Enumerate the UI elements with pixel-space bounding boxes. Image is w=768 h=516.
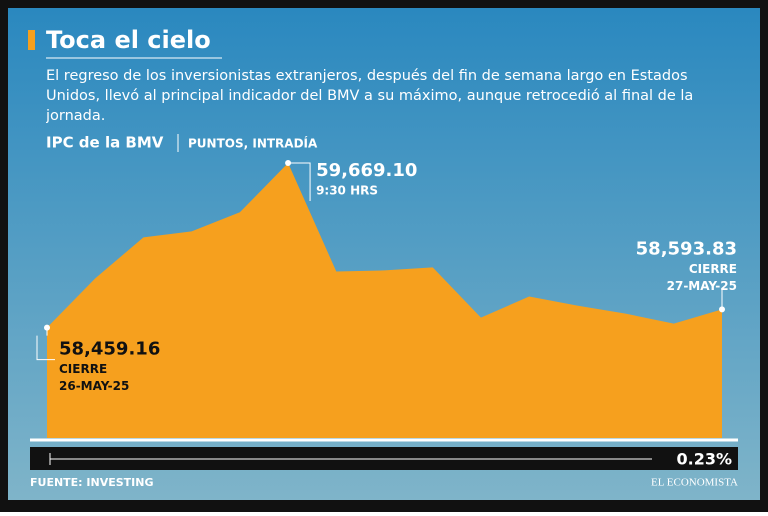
value-label: 59,669.10 bbox=[316, 160, 417, 181]
value-label: 58,593.83 bbox=[636, 238, 737, 259]
subtitle-box: El regreso de los inversionistas extranj… bbox=[46, 68, 694, 124]
chart-subtitle: PUNTOS, INTRADÍA bbox=[188, 136, 318, 151]
point-note: 27-MAY-25 bbox=[667, 279, 737, 293]
chart-title: IPC de la BMV bbox=[46, 134, 164, 152]
subtitle: El regreso de los inversionistas extranj… bbox=[46, 68, 694, 124]
area bbox=[47, 163, 722, 438]
title: Toca el cielo bbox=[46, 26, 211, 54]
title-marker bbox=[28, 30, 35, 50]
brand: EL ECONOMISTA bbox=[651, 477, 738, 489]
point-note: CIERRE bbox=[689, 262, 737, 276]
connector bbox=[36, 327, 55, 361]
connector bbox=[288, 162, 311, 202]
change-label: 0.23% bbox=[676, 450, 732, 469]
point-note: 9:30 HRS bbox=[316, 184, 378, 198]
source: FUENTE: INVESTING bbox=[30, 476, 154, 489]
point-note: CIERRE bbox=[59, 362, 107, 376]
value-label: 58,459.16 bbox=[59, 339, 160, 360]
point-note: 26-MAY-25 bbox=[59, 379, 129, 393]
